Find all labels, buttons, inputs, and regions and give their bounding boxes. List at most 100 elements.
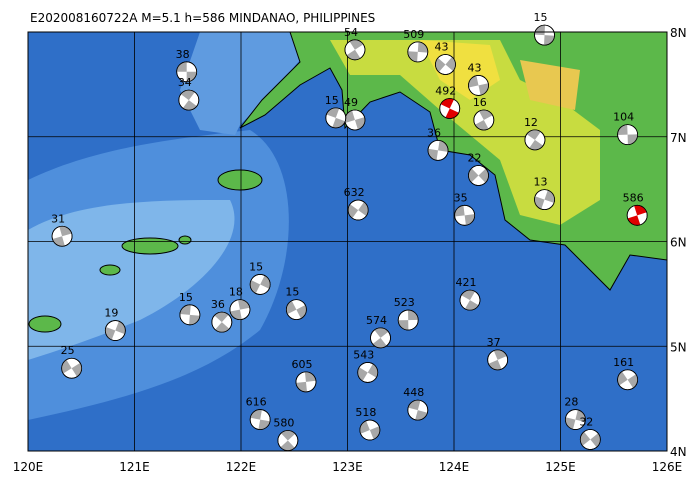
beachball-compression (357, 363, 378, 381)
depth-label: 43 (434, 40, 448, 53)
beachball-compression (475, 110, 493, 130)
focal-mechanism: 15 (534, 11, 555, 46)
focal-mechanism: 22 (467, 152, 489, 186)
beachball-rim (459, 289, 481, 311)
depth-label: 509 (403, 28, 424, 41)
beachball-rim (468, 75, 489, 96)
depth-label: 580 (273, 417, 294, 430)
beachball-compression (627, 205, 647, 226)
map-title: E202008160722A M=5.1 h=586 MINDANAO, PHI… (30, 11, 375, 25)
island (178, 235, 192, 245)
depth-label: 32 (579, 415, 593, 428)
focal-mechanism: 28 (564, 396, 586, 430)
focal-mechanism: 12 (524, 116, 546, 151)
focal-mechanism: 421 (455, 276, 481, 311)
shelf-north (180, 32, 300, 135)
depth-label: 632 (344, 186, 365, 199)
beachball-rim (487, 349, 509, 371)
depth-label: 36 (427, 126, 441, 139)
x-tick-label: 121E (119, 460, 150, 474)
beachball-compression (230, 299, 250, 320)
depth-label: 15 (249, 260, 263, 273)
beachball-rim (534, 24, 555, 46)
depth-label: 15 (179, 291, 193, 304)
focal-mechanism: 36 (427, 126, 449, 161)
focal-mechanism: 37 (487, 336, 509, 371)
beachball-compression (344, 110, 365, 130)
beachball-rim (427, 139, 449, 161)
beachball-rim (524, 129, 546, 151)
beachball-compression (372, 327, 389, 348)
y-tick-label: 8N (670, 26, 687, 40)
focal-mechanism: 15 (285, 286, 307, 320)
beachball-rim (211, 311, 233, 333)
focal-mechanism: 574 (366, 314, 391, 349)
x-tick-label: 126E (652, 460, 683, 474)
beachball-compression (408, 400, 428, 421)
events: 38 34 31 19 25 15 36 18 15 15 616 580 605 543 518 448 57… (51, 11, 648, 451)
depth-label: 38 (176, 48, 190, 61)
beachball-rim (439, 98, 461, 119)
beachball-compression (280, 430, 296, 451)
beachball-compression (398, 310, 419, 331)
beachball-compression (454, 205, 475, 226)
beachball-compression (488, 349, 507, 370)
depth-label: 518 (355, 406, 376, 419)
island (99, 264, 121, 276)
focal-mechanism: 492 (435, 84, 461, 119)
beachball-rim (468, 165, 489, 186)
beachball-rim (357, 362, 379, 383)
focal-mechanism: 36 (211, 298, 233, 333)
beachball-rim (229, 299, 251, 320)
beachball-compression (565, 409, 586, 430)
beachball-compression (435, 56, 456, 72)
beachball-rim (407, 41, 429, 63)
x-tick-label: 124E (439, 460, 470, 474)
beachball-rim (626, 204, 648, 226)
y-tick-label: 4N (670, 445, 687, 459)
x-tick-label: 125E (545, 460, 576, 474)
depth-label: 25 (61, 344, 75, 357)
depth-label: 43 (467, 61, 481, 74)
beachball-compression (468, 75, 489, 96)
beachball-rim (104, 320, 126, 341)
depth-label: 36 (211, 298, 225, 311)
focal-mechanism: 19 (104, 307, 126, 341)
beachball-rim (617, 369, 638, 391)
focal-mechanism: 35 (454, 191, 476, 226)
depth-label: 161 (613, 356, 634, 369)
beachball-rim (617, 124, 638, 146)
focal-mechanism: 34 (178, 76, 200, 111)
depth-label: 616 (246, 396, 267, 409)
beachball-compression (534, 190, 555, 210)
beachball-compression (214, 312, 230, 333)
depth-label: 22 (467, 152, 481, 165)
beachball-compression (407, 41, 428, 62)
depth-label: 31 (51, 212, 65, 225)
beachball-compression (180, 90, 197, 111)
x-tick-label: 123E (332, 460, 363, 474)
y-tick-label: 7N (670, 131, 687, 145)
depth-label: 492 (435, 84, 456, 97)
tawi-tawi (28, 315, 62, 333)
focal-mechanism: 543 (353, 348, 379, 383)
beachball-compression (346, 39, 364, 60)
focal-mechanism: 32 (579, 415, 601, 450)
depth-label: 523 (394, 296, 415, 309)
depth-label: 15 (285, 286, 299, 299)
beachball-compression (461, 290, 479, 311)
y-tick-label: 6N (670, 236, 687, 250)
title-bg (28, 6, 508, 28)
highland-peak (520, 60, 580, 110)
beachball-compression (468, 168, 489, 183)
depth-label: 104 (613, 111, 634, 124)
depth-label: 19 (104, 307, 118, 320)
beachball-compression (427, 140, 449, 161)
beachball-compression (286, 300, 307, 319)
focal-mechanism: 38 (176, 48, 198, 83)
depth-label: 15 (325, 94, 339, 107)
depth-label: 34 (178, 76, 192, 89)
beachball-compression (296, 371, 316, 392)
focal-mechanism: 605 (291, 358, 317, 393)
